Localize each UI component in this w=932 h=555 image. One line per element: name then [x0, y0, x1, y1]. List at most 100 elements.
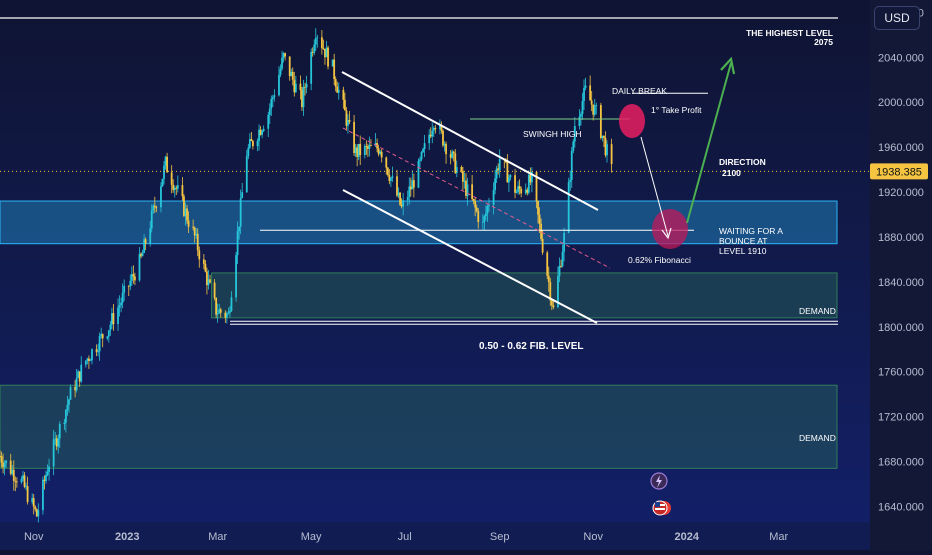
candle-body: [584, 85, 587, 88]
candle-body: [0, 456, 3, 463]
candle-body: [595, 105, 598, 106]
candle-body: [186, 208, 188, 221]
candle-body: [213, 282, 216, 298]
candle-body: [409, 186, 412, 190]
direction-arrow-line[interactable]: [686, 62, 732, 224]
y-tick-label: 1720.000: [878, 412, 924, 424]
candle-body: [130, 274, 133, 281]
candle-body: [333, 59, 336, 80]
candle-body: [359, 143, 362, 156]
candle-body: [397, 192, 400, 196]
candle-body: [12, 469, 15, 481]
daily-break-circle[interactable]: [619, 104, 645, 138]
candle-body: [520, 189, 523, 194]
channel-lower-line[interactable]: [342, 189, 598, 324]
candle-body: [567, 182, 570, 233]
candle-body: [80, 364, 83, 382]
candle-body: [325, 47, 328, 58]
candle-body: [569, 179, 572, 183]
lines-layer: [0, 17, 870, 325]
candle-body: [465, 180, 467, 196]
demand-zone-lower[interactable]: [0, 384, 838, 469]
candle-body: [107, 330, 110, 337]
candle-body: [324, 48, 326, 58]
candle-body: [305, 83, 308, 88]
candle-body: [388, 174, 391, 181]
candle-body: [508, 177, 510, 183]
candle-body: [599, 105, 602, 138]
candle-body: [313, 44, 316, 53]
candle-body: [68, 399, 70, 405]
down-arrow-line[interactable]: [640, 136, 669, 237]
candle-body: [445, 143, 447, 155]
us-flag-event-icon[interactable]: [652, 500, 671, 516]
candle-body: [353, 121, 355, 153]
candle-body: [84, 360, 87, 365]
candle-body: [411, 180, 414, 190]
candle-body: [530, 172, 533, 183]
candle-body: [35, 509, 38, 517]
candle-body: [386, 167, 389, 175]
candle-body: [592, 104, 595, 115]
current-price-label: 1938.385: [876, 166, 922, 178]
currency-button[interactable]: USD: [874, 6, 920, 30]
candle-body: [42, 479, 44, 511]
candle-body: [327, 47, 329, 67]
candle-body: [129, 280, 132, 287]
x-tick-label: Jul: [398, 531, 412, 543]
candle-body: [342, 89, 345, 100]
demand-zone-upper[interactable]: [211, 272, 838, 319]
demand-lower-label: DEMAND: [799, 433, 836, 443]
candle-body: [127, 285, 130, 287]
y-tick-label: 2040.000: [878, 52, 924, 64]
candle-body: [471, 184, 474, 199]
candle-body: [184, 208, 187, 216]
candle-body: [161, 178, 164, 187]
candle-body: [538, 214, 541, 224]
candle-body: [389, 177, 392, 181]
lightning-event-icon[interactable]: [650, 472, 668, 490]
candle-body: [155, 207, 158, 209]
price-axis-panel[interactable]: [870, 0, 932, 550]
candle-body: [55, 438, 58, 447]
candle-body: [0, 455, 1, 457]
candles-layer: [0, 28, 613, 523]
bounce-target-circle[interactable]: [652, 209, 688, 249]
candle-body: [258, 129, 260, 142]
highest-level-title: THE HIGHEST LEVEL: [746, 28, 833, 38]
candle-body: [560, 265, 562, 267]
candle-body: [294, 83, 297, 93]
candle-body: [400, 204, 403, 207]
channel-mid-dashed-line[interactable]: [342, 127, 611, 269]
candle-body: [581, 100, 584, 115]
candle-body: [590, 100, 593, 105]
channel-upper-line[interactable]: [341, 71, 599, 211]
candle-body: [25, 486, 27, 487]
waiting-zone[interactable]: [0, 200, 838, 245]
y-tick-label: 1880.000: [878, 232, 924, 244]
candle-body: [278, 74, 280, 96]
candle-body: [9, 460, 12, 474]
candle-body: [460, 167, 463, 172]
y-tick-label: 1760.000: [878, 367, 924, 379]
time-axis-panel[interactable]: [0, 522, 870, 550]
drawings-layer: [341, 56, 736, 324]
candle-body: [95, 349, 98, 352]
candle-body: [77, 371, 80, 378]
candle-body: [261, 131, 264, 135]
candle-body: [187, 220, 190, 227]
candle-body: [259, 129, 262, 135]
candle-body: [439, 124, 441, 130]
candle-body: [89, 360, 92, 362]
candle-body: [396, 176, 398, 196]
candle-body: [196, 233, 199, 251]
candle-body: [98, 336, 101, 352]
candle-body: [23, 475, 26, 487]
x-tick-label: Sep: [490, 531, 510, 543]
candle-body: [54, 438, 57, 440]
candle-body: [526, 189, 529, 193]
candle-body: [370, 145, 372, 146]
candle-body: [66, 404, 69, 410]
candle-body: [514, 175, 516, 193]
